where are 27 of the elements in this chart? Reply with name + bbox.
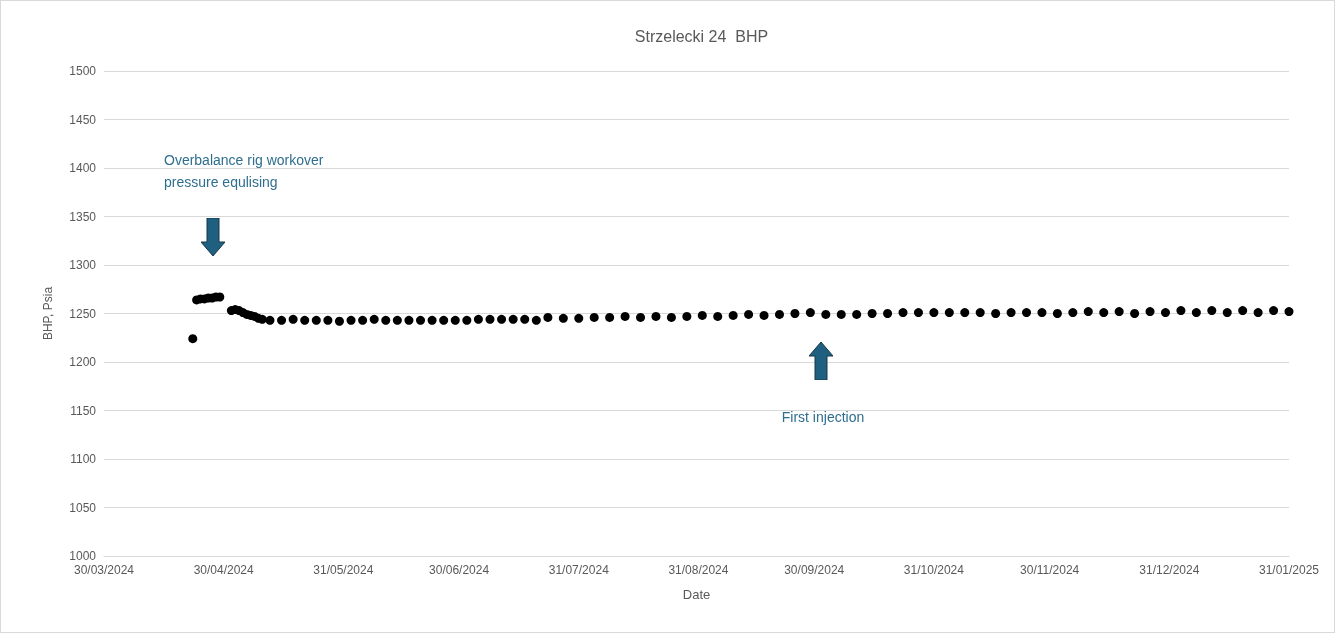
y-axis-title: BHP, Psia [41,286,55,341]
y-tick-label: 1400 [69,161,97,175]
y-tick-label: 1350 [69,209,97,224]
chart-title: Strzelecki 24 BHP [634,27,769,45]
y-tick-label: 1450 [69,112,97,127]
x-tick-label: 30/11/2024 [1020,563,1080,577]
x-axis-title: Date [682,587,711,602]
y-tick-label: 1250 [69,306,97,321]
x-tick-label: 30/03/2024 [73,563,135,577]
x-tick-label: 31/05/2024 [313,563,374,577]
y-tick-label: 1150 [70,403,97,418]
x-tick-label: 30/09/2024 [784,563,845,577]
x-tick-label: 31/08/2024 [668,563,729,577]
y-tick-label: 1500 [69,64,97,78]
y-tick-label: 1000 [69,549,97,563]
x-tick-label: 30/04/2024 [193,563,255,577]
x-tick-label: 31/10/2024 [903,563,965,577]
y-tick-label: 1200 [69,355,97,369]
annotation: Overbalance rig workover pressure equlising [164,152,328,190]
x-tick-label: 31/12/2024 [1139,563,1200,577]
x-tick-label: 30/06/2024 [429,563,490,577]
x-tick-label: 31/07/2024 [548,563,610,577]
y-tick-label: 1100 [70,452,97,466]
annotation: First injection [781,409,865,425]
y-tick-label: 1300 [69,258,97,272]
x-tick-label: 31/01/2025 [1258,563,1320,577]
y-tick-label: 1050 [69,500,97,515]
